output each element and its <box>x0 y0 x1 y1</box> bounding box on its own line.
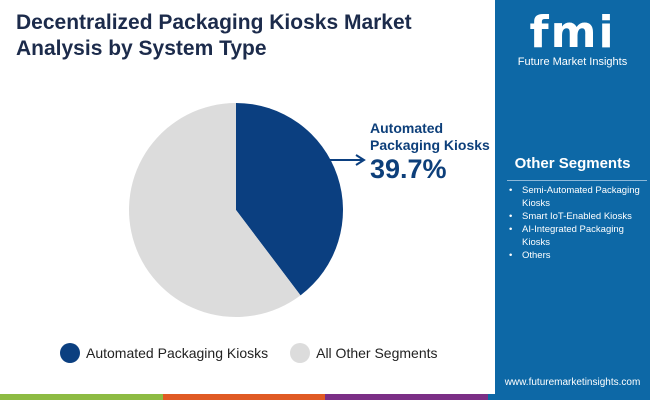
callout-arrow <box>330 154 366 166</box>
pie-slice-1 <box>128 103 301 317</box>
legend-label-automated: Automated Packaging Kiosks <box>86 345 269 361</box>
website-link[interactable]: www.futuremarketinsights.com <box>504 377 641 388</box>
logo-text: Future Market Insights <box>517 56 628 68</box>
bar-green <box>0 394 163 400</box>
list-item: Others <box>507 249 647 262</box>
footer-color-bar <box>0 394 650 400</box>
chart-title: Decentralized Packaging Kiosks Market An… <box>16 11 412 60</box>
legend-swatch-other <box>290 343 311 363</box>
bar-orange <box>162 394 325 400</box>
highlight-label: Automated Packaging Kiosks 39.7% <box>370 120 495 184</box>
pie-slice-0 <box>236 103 343 296</box>
fmi-logo: fmi Future Market Insights <box>495 7 650 69</box>
legend-swatch-automated <box>60 343 80 363</box>
other-segments-heading: Other Segments <box>514 155 631 172</box>
bar-blue <box>487 394 650 400</box>
list-item: Smart IoT-Enabled Kiosks <box>507 210 647 223</box>
legend-label-other: All Other Segments <box>316 345 438 361</box>
other-segments-list: Semi-Automated Packaging Kiosks Smart Io… <box>507 184 647 262</box>
list-item: Semi-Automated Packaging Kiosks <box>507 184 647 210</box>
divider <box>507 180 647 181</box>
highlight-slice-name: Automated Packaging Kiosks <box>370 120 490 153</box>
list-item: AI-Integrated Packaging Kiosks <box>507 223 647 249</box>
legend: Automated Packaging Kiosks All Other Seg… <box>60 343 438 363</box>
pie-chart <box>128 103 366 317</box>
sidebar: fmi Future Market Insights Other Segment… <box>495 0 650 394</box>
bar-purple <box>325 394 488 400</box>
logo-mark: fmi <box>529 7 616 58</box>
highlight-slice-value: 39.7% <box>370 154 447 184</box>
